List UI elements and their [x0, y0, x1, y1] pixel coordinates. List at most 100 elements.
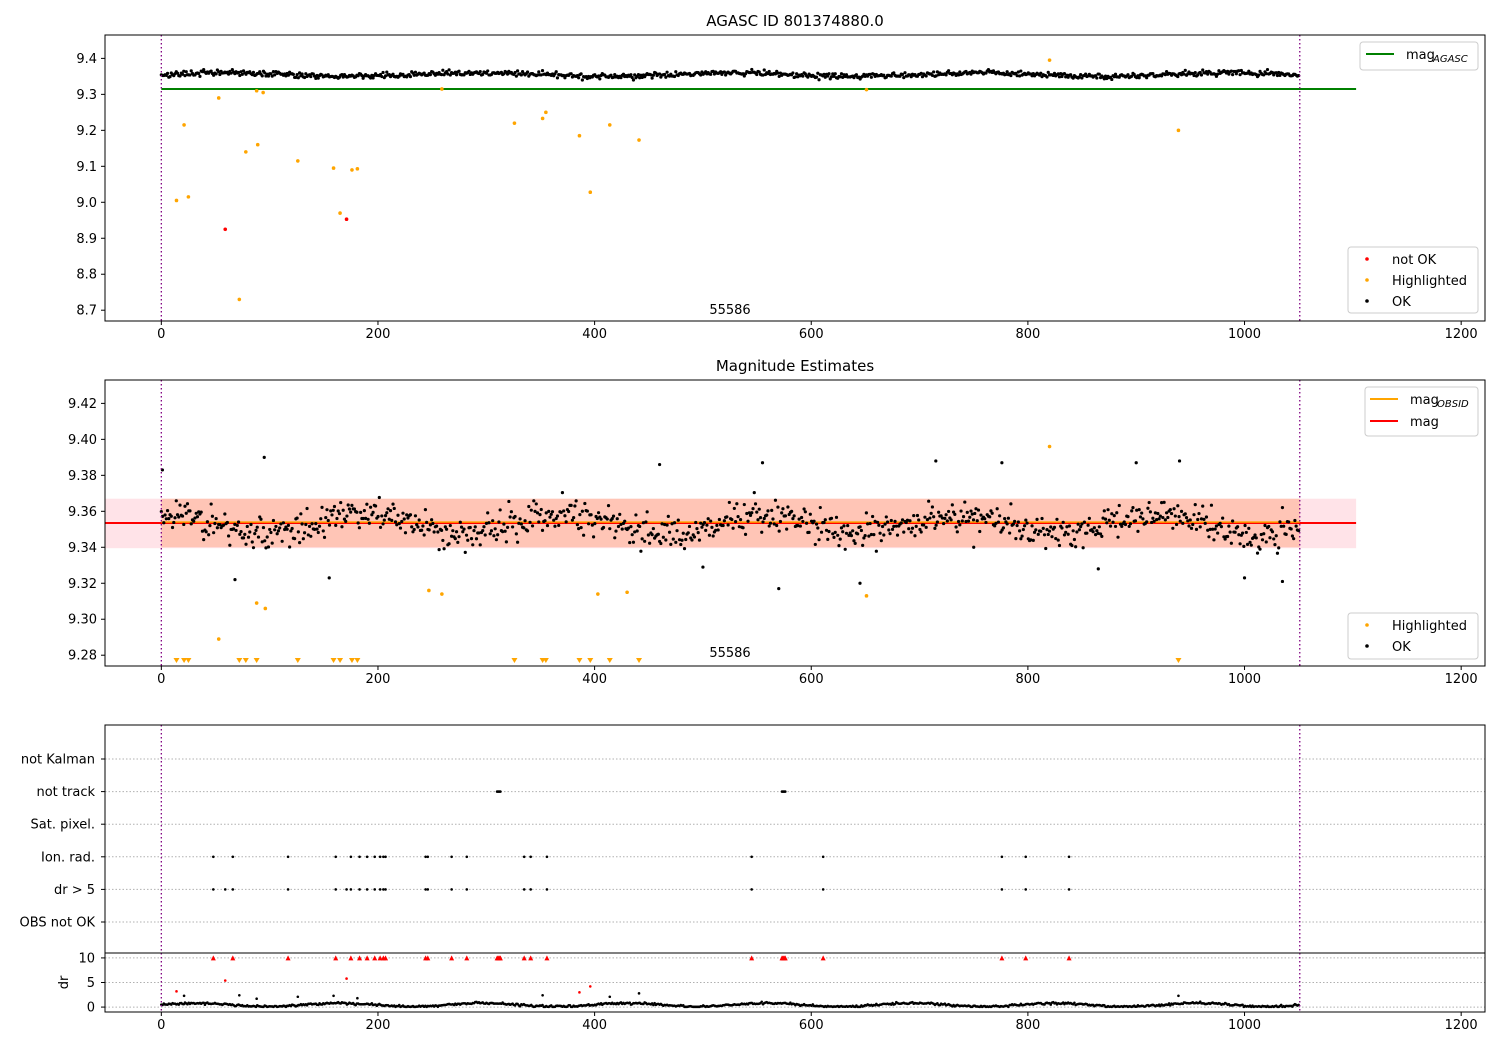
ok-point: [341, 75, 345, 79]
ok-point: [674, 540, 678, 544]
ok-point: [1126, 73, 1130, 77]
flag-point: [1024, 888, 1028, 891]
ok-point: [270, 541, 274, 545]
ok-point: [574, 499, 578, 503]
ok-point: [547, 509, 551, 513]
ok-point: [312, 527, 317, 531]
ok-point: [212, 531, 216, 535]
ok-point: [377, 495, 381, 500]
ok-point: [486, 511, 490, 515]
ok-point: [178, 503, 182, 507]
ok-point: [563, 514, 567, 518]
ok-point: [183, 74, 187, 78]
highlighted-point: [254, 88, 259, 93]
highlighted-point: [625, 590, 629, 595]
panel2-ytick-label: 9.32: [68, 577, 97, 592]
flag-point: [349, 888, 353, 891]
ok-point: [507, 499, 511, 504]
ok-point: [1237, 533, 1241, 537]
ok-point: [334, 523, 338, 527]
ok-point: [367, 521, 371, 525]
ok-point: [397, 521, 401, 526]
ok-point: [1045, 75, 1049, 79]
ok-point: [831, 532, 835, 536]
ok-point: [1113, 524, 1118, 529]
offscale-highlighted-marker: [348, 658, 355, 663]
ok-point: [1157, 517, 1161, 521]
ok-point: [1019, 69, 1023, 73]
flag-point: [365, 888, 369, 891]
ok-point: [1213, 527, 1217, 531]
ok-point: [1181, 521, 1185, 525]
ok-point: [398, 526, 403, 530]
flag-point: [426, 855, 430, 859]
flag-point: [750, 855, 753, 859]
ok-point: [322, 535, 327, 540]
ok-point: [1045, 528, 1049, 532]
ok-point: [986, 68, 991, 72]
highlighted-point: [244, 150, 248, 154]
ok-point: [1208, 527, 1212, 531]
ok-point: [1280, 579, 1285, 584]
ok-point: [492, 534, 496, 538]
ok-point: [502, 72, 506, 76]
ok-point: [1039, 529, 1043, 533]
ok-point: [1076, 522, 1080, 526]
ok-point: [370, 73, 374, 77]
ok-point: [701, 565, 705, 569]
dr-ylabel: dr: [57, 975, 72, 989]
ok-point: [357, 526, 361, 530]
ok-point: [400, 519, 404, 524]
ok-point: [909, 530, 913, 534]
ok-point: [1061, 520, 1065, 524]
ok-point: [773, 498, 778, 502]
ok-point: [1268, 536, 1272, 540]
ok-point: [700, 525, 704, 529]
highlighted-point: [255, 142, 260, 147]
ok-point: [1097, 525, 1101, 529]
ok-point: [1126, 515, 1130, 519]
ok-point: [198, 74, 202, 79]
ok-point: [1160, 501, 1164, 505]
ok-point: [772, 522, 776, 526]
ok-point: [1077, 528, 1081, 532]
ok-point: [1075, 530, 1079, 534]
flag-point: [373, 888, 377, 891]
ok-point: [816, 71, 820, 75]
ok-point: [1217, 69, 1221, 73]
flag-point: [522, 855, 526, 859]
ok-point: [613, 73, 617, 77]
dr-capped-marker: [528, 955, 534, 961]
ok-point: [554, 70, 558, 74]
ok-point: [260, 540, 264, 544]
ok-point: [273, 528, 277, 532]
ok-point: [950, 503, 954, 507]
ok-point: [1151, 516, 1155, 520]
ok-point: [245, 524, 249, 529]
dr-xtick-label: 800: [1015, 1018, 1040, 1033]
ok-point: [503, 529, 507, 533]
ok-point: [861, 543, 865, 548]
ok-point: [760, 461, 765, 465]
ok-point: [205, 520, 210, 524]
ok-point: [702, 521, 707, 525]
ok-point: [651, 526, 655, 531]
ok-point: [276, 529, 281, 533]
ok-point: [215, 526, 219, 530]
dr-capped-marker: [782, 955, 788, 961]
ok-point: [913, 534, 917, 538]
ok-point: [1199, 73, 1204, 77]
ok-point: [432, 530, 436, 534]
ok-point: [822, 520, 826, 525]
dr-ok-point: [893, 1002, 897, 1006]
ok-point: [630, 533, 634, 537]
dr-ytick-label: 10: [78, 951, 95, 966]
legend-not-ok-label: not OK: [1392, 253, 1437, 268]
ok-point: [331, 508, 335, 512]
highlighted-point: [512, 121, 517, 125]
panel1-legend-top: [1359, 41, 1479, 71]
ok-point: [1016, 520, 1020, 524]
ok-point: [869, 75, 873, 79]
ok-point: [458, 520, 462, 524]
ok-point: [243, 532, 247, 536]
